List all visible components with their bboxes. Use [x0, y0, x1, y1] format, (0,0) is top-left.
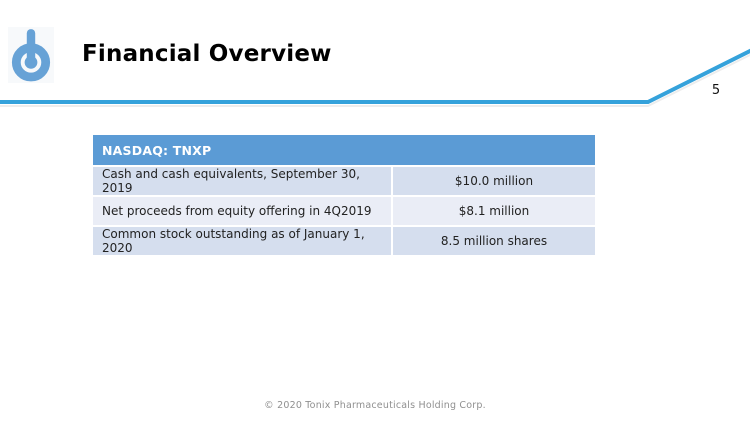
page-title: Financial Overview — [82, 41, 332, 67]
row-label-cell: Common stock outstanding as of January 1… — [93, 227, 393, 255]
row-value: 8.5 million shares — [440, 234, 548, 248]
row-label-cell: Net proceeds from equity offering in 4Q2… — [93, 197, 393, 225]
company-logo — [8, 27, 54, 83]
row-label: Cash and cash equivalents, September 30,… — [102, 167, 360, 195]
row-value-cell: $10.0 million — [393, 167, 595, 195]
table-header-label: NASDAQ: TNXP — [102, 142, 212, 158]
row-label: Common stock outstanding as of January 1… — [102, 227, 365, 255]
table-row: Common stock outstanding as of January 1… — [93, 227, 595, 255]
row-label: Net proceeds from equity offering in 4Q2… — [102, 204, 372, 218]
row-value-cell: $8.1 million — [393, 197, 595, 225]
row-value: $8.1 million — [458, 204, 530, 218]
table-row: Cash and cash equivalents, September 30,… — [93, 167, 595, 195]
table-row: Net proceeds from equity offering in 4Q2… — [93, 197, 595, 225]
copyright-footer: © 2020 Tonix Pharmaceuticals Holding Cor… — [264, 400, 486, 411]
power-button-icon — [11, 29, 51, 82]
row-value: $10.0 million — [454, 174, 534, 188]
row-value-cell: 8.5 million shares — [393, 227, 595, 255]
page-number: 5 — [711, 83, 721, 98]
row-label-cell: Cash and cash equivalents, September 30,… — [93, 167, 393, 195]
financial-table: NASDAQ: TNXP Cash and cash equivalents, … — [93, 135, 595, 255]
table-header: NASDAQ: TNXP — [93, 135, 595, 165]
